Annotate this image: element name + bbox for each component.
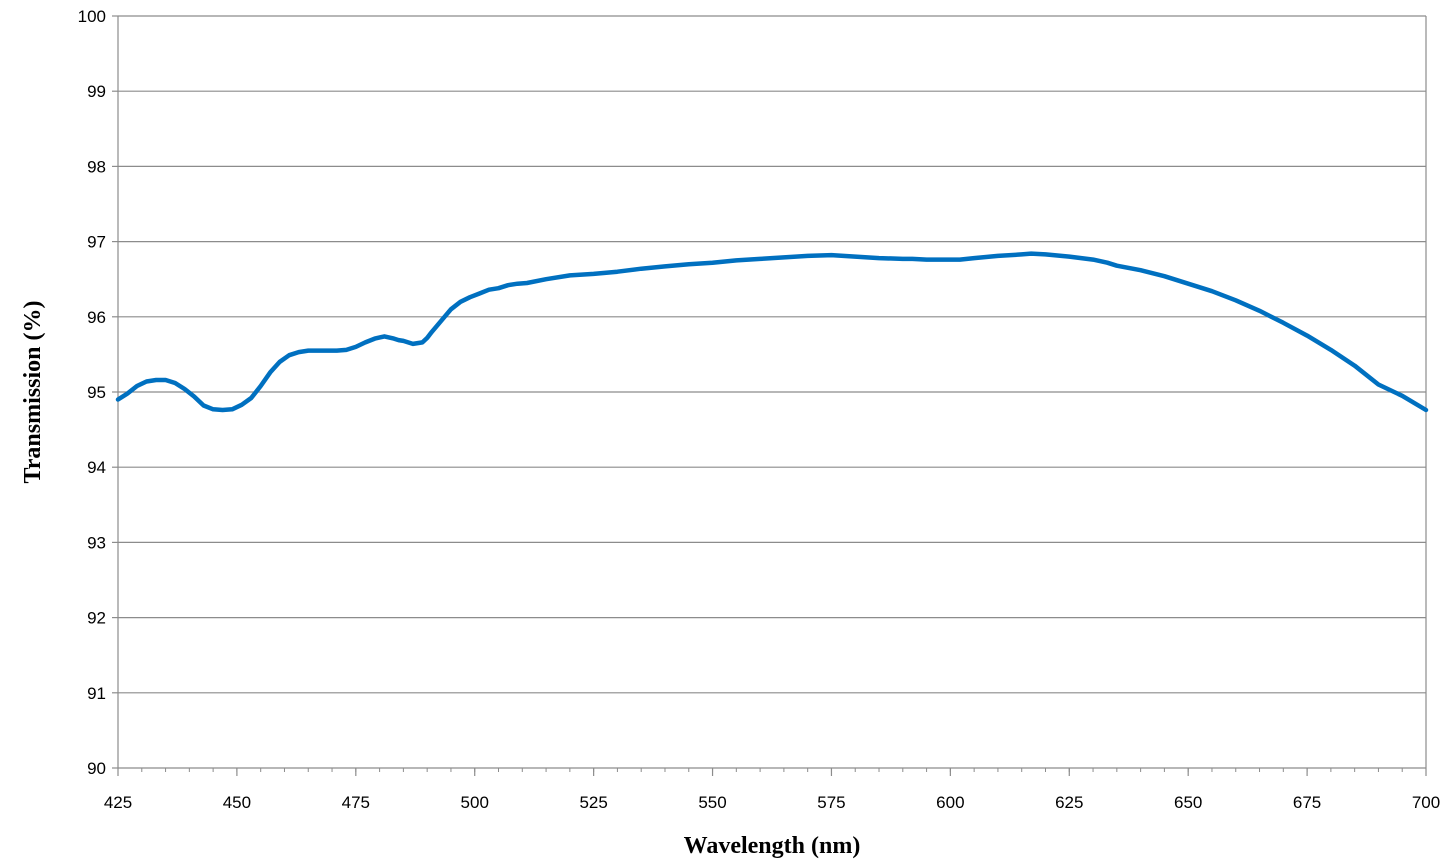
- x-tick-label: 700: [1412, 793, 1440, 812]
- y-tick-label: 97: [87, 233, 106, 252]
- y-tick-label: 96: [87, 308, 106, 327]
- y-tick-label: 91: [87, 684, 106, 703]
- y-tick-label: 92: [87, 609, 106, 628]
- gridlines: [118, 15, 1426, 769]
- y-tick-label: 90: [87, 759, 106, 778]
- x-tick-label: 625: [1055, 793, 1083, 812]
- x-tick-label: 600: [936, 793, 964, 812]
- y-tick-label: 94: [87, 458, 106, 477]
- y-tick-label: 95: [87, 383, 106, 402]
- y-tick-label: 93: [87, 533, 106, 552]
- x-tick-label: 500: [461, 793, 489, 812]
- y-axis-title: Transmission (%): [20, 301, 46, 484]
- x-tick-label: 650: [1174, 793, 1202, 812]
- y-tick-label: 100: [78, 7, 106, 26]
- tick-marks: [112, 15, 1427, 776]
- x-tick-label: 475: [342, 793, 370, 812]
- x-axis-title: Wavelength (nm): [684, 833, 861, 859]
- y-tick-label: 99: [87, 82, 106, 101]
- y-tick-labels: 90 91 92 93 94 95 96 97 98 99 100: [78, 7, 106, 778]
- x-tick-label: 550: [698, 793, 726, 812]
- x-tick-label: 675: [1293, 793, 1321, 812]
- x-tick-label: 575: [817, 793, 845, 812]
- x-tick-label: 450: [223, 793, 251, 812]
- x-tick-labels: 425 450 475 500 525 550 575 600 625 650 675 700: [104, 793, 1440, 812]
- x-tick-label: 425: [104, 793, 132, 812]
- transmission-series-line: [115, 251, 1429, 413]
- x-tick-label: 525: [579, 793, 607, 812]
- series-layer: [115, 251, 1429, 413]
- y-tick-label: 98: [87, 157, 106, 176]
